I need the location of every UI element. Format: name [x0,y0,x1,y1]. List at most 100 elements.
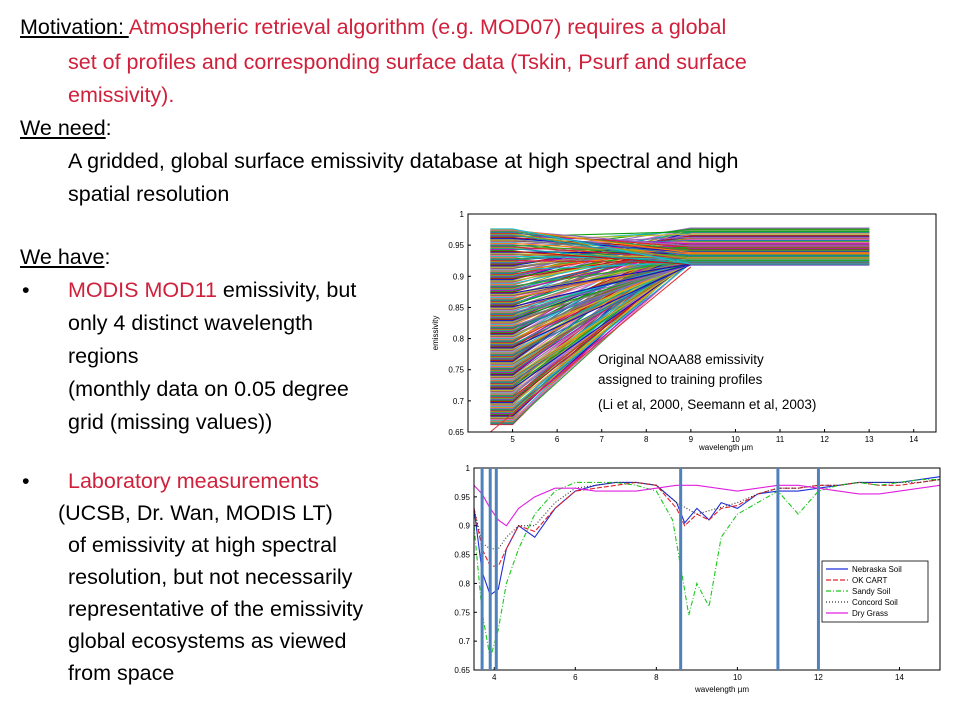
chart1-annotation-1: Original NOAA88 emissivity [598,352,764,367]
x-tick-label: 6 [573,673,578,682]
profile-line [490,231,870,238]
minimum-profile-line [489,266,692,433]
vertical-bars-group [480,468,820,670]
y-tick-label: 0.95 [454,493,470,502]
item1-title: MODIS MOD11 [68,278,217,302]
y-tick-label: 0.95 [448,241,464,250]
x-axis-label: wavelength µm [694,685,749,694]
y-tick-label: 1 [460,210,465,219]
y-tick-label: 1 [466,464,471,473]
x-tick-label: 10 [733,673,742,682]
profile-line [490,233,870,241]
series-line [473,478,941,567]
have-label: We have [20,245,105,269]
item2-title: Laboratory measurements [68,469,319,493]
x-tick-label: 14 [909,435,918,444]
need-label: We need [20,116,106,140]
have-heading: We have: [20,244,110,270]
profile-line [490,260,870,287]
axes-group: 5 6 7 8 9 10 11 12 13 14 0.65 0.7 0.75 0.8 0.85 0.9 0.95… [448,210,918,444]
bullet-1: • [22,278,30,302]
motivation-label: Motivation: [20,15,129,39]
x-tick-label: 14 [895,673,904,682]
profile-line [490,234,870,263]
x-tick-label: 11 [776,435,785,444]
item1-rest: emissivity, but [216,278,357,302]
profile-line [490,231,870,257]
profile-line [490,230,870,247]
profile-line [490,254,870,301]
y-tick-label: 0.75 [454,608,470,617]
legend-label: Nebraska Soil [852,565,902,574]
item2-line-4: resolution, but not necessarily [68,565,353,589]
legend-label: Sandy Soil [852,587,890,596]
plot-frame [467,213,937,433]
item2-line-3: of emissivity at high spectral [68,533,337,557]
x-tick-label: 13 [865,435,874,444]
vertical-bar [488,468,492,670]
x-tick-label: 6 [555,435,560,444]
x-tick-label: 8 [654,673,659,682]
chart1-annotation-3: (Li et al, 2000, Seemann et al, 2003) [598,397,817,412]
x-axis-label: wavelength µm [698,443,753,452]
x-tick-label: 12 [814,673,823,682]
series-line [473,478,940,659]
y-tick-label: 0.75 [448,366,464,375]
y-tick-label: 0.65 [454,666,470,675]
item1-line-4: (monthly data on 0.05 degree [68,377,349,401]
profile-line [490,247,870,260]
profile-line [490,228,870,265]
motivation-line-1: Motivation: Atmospheric retrieval algori… [20,14,726,40]
item2-line-2: (UCSB, Dr. Wan, MODIS LT) [58,501,333,525]
series-line [473,484,941,527]
x-tick-label: 12 [820,435,829,444]
need-line-1: A gridded, global surface emissivity dat… [68,149,739,173]
plot-frame [473,467,941,671]
item1-line-5: grid (missing values)) [68,410,273,434]
x-tick-label: 4 [492,673,497,682]
axes-group: 4 6 8 10 12 14 0.65 0.7 0.75 0.8 0.85 0.9 0.95 1 [454,464,904,682]
item1-line-1: MODIS MOD11 emissivity, but [68,277,356,303]
vertical-bar [816,468,820,670]
profile-line [490,259,870,315]
legend-label: Dry Grass [852,609,888,618]
profile-line [490,241,870,244]
series-line [473,478,941,550]
legend-label: OK CART [852,576,888,585]
y-tick-label: 0.85 [448,303,464,312]
y-axis-label: emissivity [431,316,440,351]
y-tick-label: 0.65 [448,428,464,437]
x-tick-label: 5 [510,435,515,444]
y-tick-label: 0.7 [459,637,471,646]
need-line-2: spatial resolution [68,182,230,206]
profile-line [490,244,870,257]
profile-line [490,232,870,248]
item2-line-7: from space [68,661,175,685]
vertical-bar [494,468,498,670]
vertical-bar [480,468,484,670]
x-tick-label: 7 [599,435,604,444]
profile-line [490,237,870,262]
legend-label: Concord Soil [852,598,898,607]
y-tick-label: 0.8 [453,335,465,344]
x-tick-label: 8 [644,435,649,444]
bullet-2: • [22,469,30,493]
vertical-bar [776,468,780,670]
x-tick-label: 10 [731,435,740,444]
profile-line [490,229,870,254]
chart1-annotation-2: assigned to training profiles [598,372,763,387]
x-tick-label: 9 [689,435,694,444]
have-colon: : [104,245,111,269]
item2-line-5: representative of the emissivity [68,597,364,621]
y-tick-label: 0.9 [453,272,465,281]
vertical-bar [679,468,683,670]
y-tick-label: 0.7 [453,397,465,406]
profile-lines-group [490,227,870,426]
item1-line-3: regions [68,344,139,368]
y-tick-label: 0.8 [459,579,471,588]
motivation-line-2: set of profiles and corresponding surfac… [68,50,747,74]
series-group [473,476,941,659]
motivation-line-3: emissivity). [68,83,175,107]
lab-emissivity-chart: 4 6 8 10 12 14 0.65 0.7 0.75 0.8 0.85 0.9 0.95 1 Nebr… [454,464,941,694]
